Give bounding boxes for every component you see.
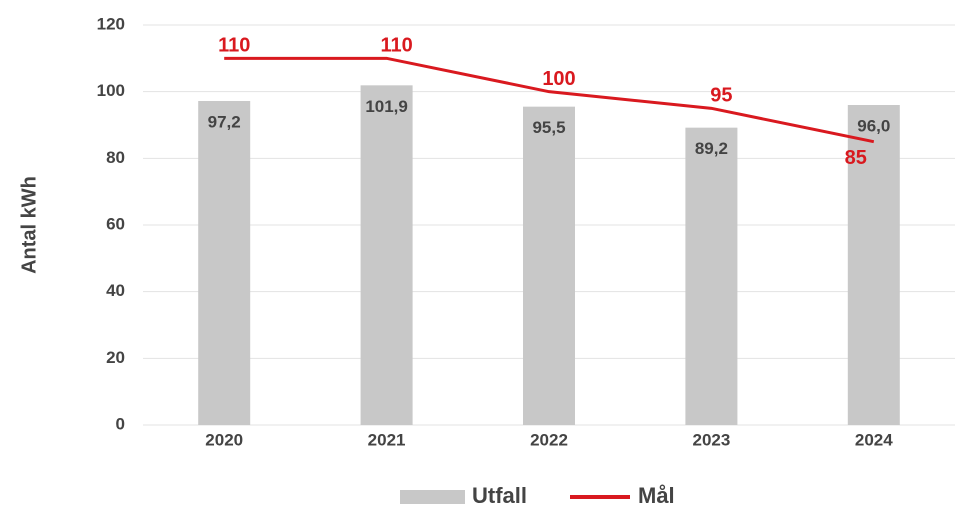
x-tick-label: 2021 xyxy=(368,430,406,449)
x-tick-label: 2022 xyxy=(530,430,568,449)
line xyxy=(224,56,875,144)
y-tick-label: 100 xyxy=(97,81,125,100)
bar xyxy=(685,127,738,426)
x-tick-label: 2023 xyxy=(692,430,730,449)
line-value-label: 100 xyxy=(542,68,575,90)
line-value-label: 95 xyxy=(710,85,732,107)
legend-swatch xyxy=(400,490,465,504)
line-value-label: 110 xyxy=(380,35,412,57)
line-value-label: 110 xyxy=(218,35,250,57)
legend-label: Utfall xyxy=(472,483,527,508)
y-tick-label: 60 xyxy=(106,214,125,233)
bar-value-label: 89,2 xyxy=(695,139,728,158)
bar xyxy=(198,101,251,425)
y-tick-label: 80 xyxy=(106,148,125,167)
y-tick-label: 120 xyxy=(97,14,125,33)
legend-label: Mål xyxy=(638,483,675,508)
y-tick-label: 40 xyxy=(106,281,125,300)
bar-value-label: 97,2 xyxy=(208,112,241,131)
y-axis-label: Antal kWh xyxy=(18,176,40,274)
y-tick-label: 0 xyxy=(116,414,125,433)
bar xyxy=(360,85,413,425)
bar-value-label: 101,9 xyxy=(365,97,408,116)
line-value-label: 85 xyxy=(845,147,867,169)
x-tick-label: 2020 xyxy=(205,430,243,449)
x-tick-label: 2024 xyxy=(855,430,893,449)
bar xyxy=(523,106,575,426)
bar-value-label: 96,0 xyxy=(857,116,890,135)
y-tick-label: 20 xyxy=(106,348,125,367)
bar-value-label: 95,5 xyxy=(532,118,565,137)
bar xyxy=(847,105,900,425)
